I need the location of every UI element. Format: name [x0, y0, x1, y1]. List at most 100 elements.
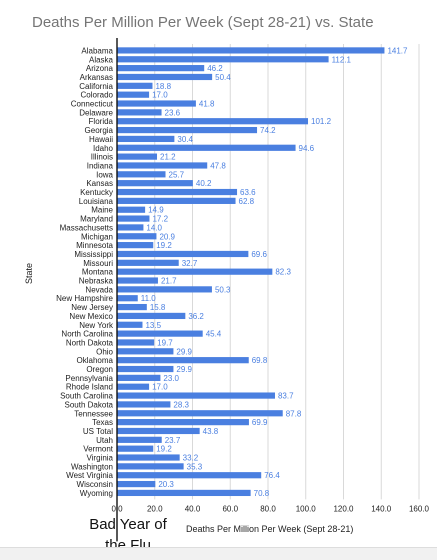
category-label: Indiana [87, 161, 114, 170]
category-label: New Hampshire [56, 294, 113, 303]
bar [117, 118, 309, 125]
data-label: 17.2 [152, 215, 168, 224]
category-label: Nevada [85, 285, 113, 294]
bar [117, 65, 205, 72]
category-label: Maine [91, 206, 113, 215]
data-label: 23.6 [165, 108, 181, 117]
category-label: Louisiana [79, 197, 114, 206]
category-label: Wyoming [80, 489, 113, 498]
bar [117, 286, 212, 293]
data-label: 47.8 [210, 161, 226, 170]
data-label: 46.2 [207, 64, 223, 73]
data-label: 69.9 [252, 418, 268, 427]
data-label: 29.9 [176, 347, 192, 356]
category-label: Vermont [83, 445, 114, 454]
bar [117, 268, 273, 275]
bar [117, 197, 236, 204]
bar [117, 144, 296, 151]
bar [117, 242, 154, 249]
category-label: South Carolina [60, 392, 113, 401]
data-label: 23.7 [165, 436, 181, 445]
bar [117, 171, 166, 178]
x-axis-label: Deaths Per Million Per Week (Sept 28-21) [186, 524, 354, 534]
bar [117, 153, 158, 160]
category-label: Wisconsin [77, 480, 113, 489]
data-label: 19.2 [156, 445, 172, 454]
bar [117, 445, 154, 452]
data-label: 70.8 [254, 489, 270, 498]
data-label: 20.9 [159, 232, 175, 241]
category-label: Minnesota [76, 241, 113, 250]
data-label: 29.9 [176, 365, 192, 374]
data-label: 50.4 [215, 73, 231, 82]
bar [117, 365, 174, 373]
data-label: 17.0 [152, 383, 168, 392]
data-label: 76.4 [264, 471, 280, 480]
category-label: Florida [89, 117, 114, 126]
data-label: 50.3 [215, 285, 231, 294]
category-label: Massachusetts [60, 223, 113, 232]
bar [117, 73, 213, 81]
data-label: 69.6 [251, 250, 267, 259]
category-label: North Carolina [61, 330, 113, 339]
bar [117, 215, 150, 222]
category-label: California [79, 82, 113, 91]
bar [117, 206, 146, 213]
data-label: 21.2 [160, 153, 176, 162]
bar [117, 472, 262, 479]
category-label: New Jersey [71, 303, 113, 312]
bar [117, 126, 258, 134]
category-label: West Virginia [66, 471, 113, 480]
category-label: Hawaii [89, 135, 113, 144]
category-label: Kansas [86, 179, 113, 188]
data-label: 141.7 [387, 46, 408, 55]
bar [117, 339, 155, 346]
category-label: Pennsylvania [65, 374, 113, 383]
data-label: 13.5 [145, 321, 161, 330]
category-label: Oklahoma [77, 356, 114, 365]
bar [117, 303, 147, 311]
data-label: 14.9 [148, 206, 164, 215]
category-label: Delaware [79, 108, 113, 117]
data-label: 21.7 [161, 277, 177, 286]
data-label: 41.8 [199, 100, 215, 109]
x-tick-label: 60.0 [222, 504, 238, 513]
bar [117, 135, 175, 143]
bar [117, 489, 251, 497]
bar [117, 401, 171, 408]
bar [117, 436, 162, 443]
category-label: Arkansas [80, 73, 113, 82]
data-label: 45.4 [206, 330, 222, 339]
bar [117, 348, 174, 355]
data-label: 101.2 [311, 117, 332, 126]
category-label: Texas [92, 418, 113, 427]
data-label: 30.4 [177, 135, 193, 144]
window-bottom-strip [0, 547, 437, 560]
bar [117, 463, 184, 470]
data-label: 19.2 [156, 241, 172, 250]
bar [117, 480, 156, 488]
data-label: 63.6 [240, 188, 256, 197]
bar [117, 259, 179, 266]
category-label: Alaska [89, 55, 114, 64]
bar [117, 82, 153, 89]
category-label: Kentucky [80, 188, 113, 197]
bar [117, 454, 180, 461]
data-label: 87.8 [286, 409, 302, 418]
category-label: South Dakota [65, 400, 114, 409]
data-label: 32.7 [182, 259, 198, 268]
data-label: 28.3 [173, 400, 189, 409]
data-label: 62.8 [239, 197, 255, 206]
category-label: Virginia [86, 454, 113, 463]
category-label: Alabama [81, 46, 113, 55]
bar [117, 419, 249, 426]
category-label: New York [79, 321, 114, 330]
bar [117, 410, 283, 417]
bar [117, 233, 157, 240]
bar [117, 427, 200, 435]
x-tick-label: 40.0 [185, 504, 201, 513]
x-tick-label: 20.0 [147, 504, 163, 513]
category-label: Montana [82, 268, 114, 277]
